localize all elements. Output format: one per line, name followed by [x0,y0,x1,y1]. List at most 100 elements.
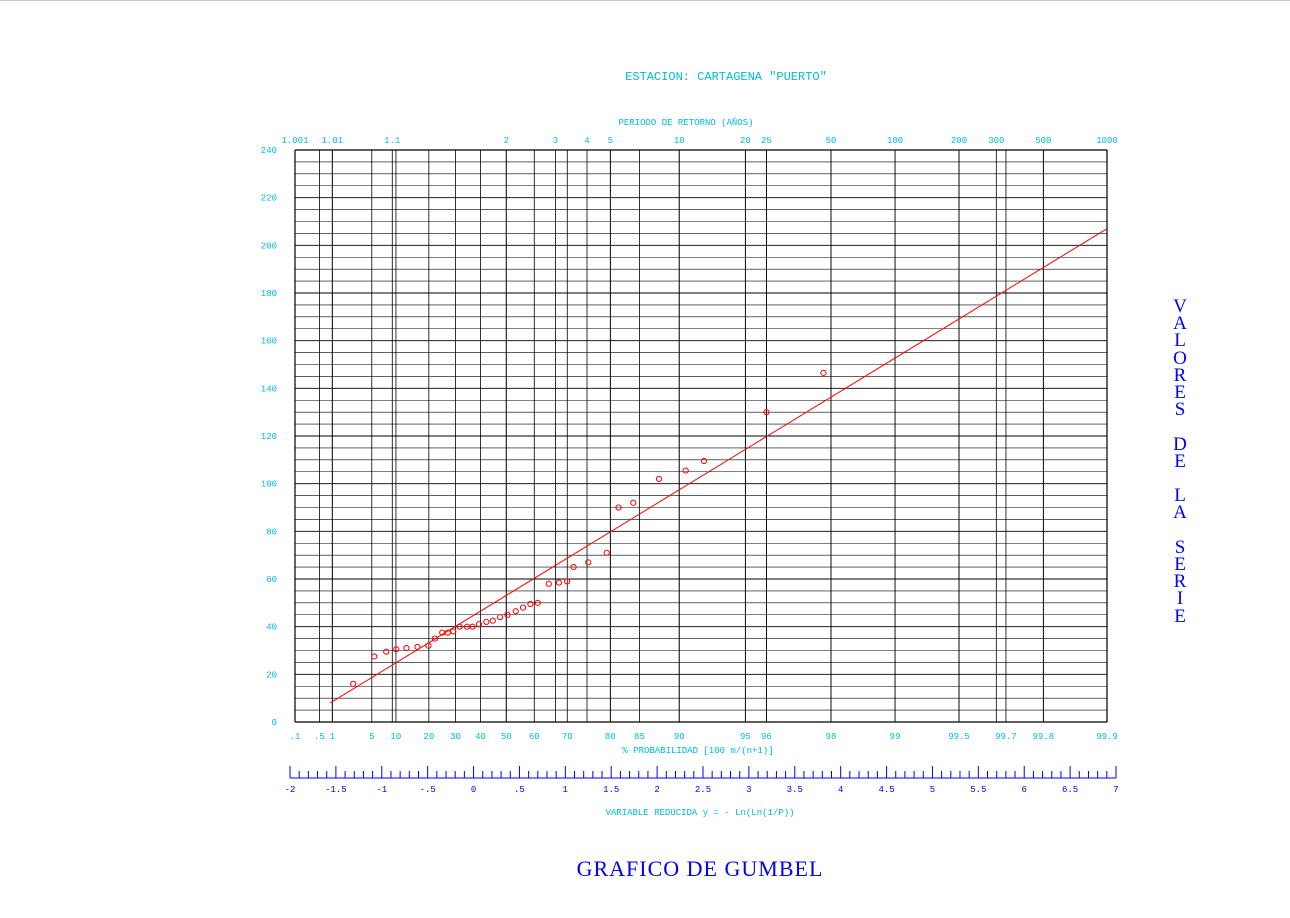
data-point [512,608,519,615]
data-point [483,618,490,626]
bottom-tick-label: 98 [826,732,837,742]
y-tick-label: 80 [266,527,277,537]
reduced-tick-label: 7 [1113,785,1118,795]
y-tick-label: 160 [261,337,277,347]
bottom-tick-label: 99.5 [948,732,970,742]
grid [294,149,1108,723]
data-point [383,648,390,655]
reduced-tick-label: 6.5 [1062,785,1078,795]
data-point [371,653,378,660]
reduced-tick-label: 5.5 [970,785,986,795]
y-tick-label: 220 [261,194,277,204]
bottom-tick-label: 85 [634,732,645,742]
bottom-tick-label: 90 [674,732,685,742]
data-point [564,578,571,585]
data-point [350,680,357,687]
top-tick-label: 200 [951,136,967,146]
y-axis-ticks: 0 20 40 60 80 100 120 140 160 180 200 220 240 [261,146,277,728]
data-point [444,629,451,636]
top-tick-label: 50 [826,136,837,146]
top-tick-label: 1.01 [321,136,343,146]
reduced-tick-label: 4 [838,785,843,795]
data-point [700,457,708,465]
y-axis-title: V A L O R E S D E L A S E R I E [1173,296,1187,627]
reduced-tick-label: .5 [514,785,525,795]
data-point [393,646,400,653]
y-tick-label: 40 [266,623,277,633]
reduced-tick-label: 6 [1022,785,1027,795]
bottom-tick-label: 99.8 [1033,732,1055,742]
y-tick-label: 100 [261,480,277,490]
data-point [527,600,534,608]
y-tick-label: 180 [261,289,277,299]
data-point [545,580,552,587]
y-tick-label: 140 [261,384,277,394]
data-point [469,623,476,630]
reduced-tick-label: 0 [471,785,476,795]
fit-line [329,228,1108,704]
bottom-tick-label: 99 [890,732,901,742]
data-point [655,475,663,482]
top-tick-label: 1000 [1096,136,1118,146]
data-point [603,549,610,556]
y-tick-label: 20 [266,670,277,680]
data-point [555,579,563,586]
data-point [489,617,496,624]
bottom-tick-label: 5 [369,732,374,742]
bottom-axis-label: % PROBABILIDAD [100 m/(n+1)] [622,746,773,756]
top-tick-label: 20 [740,136,751,146]
data-point [534,599,541,606]
data-point [615,504,622,511]
data-point [425,642,432,649]
reduced-axis-label: VARIABLE REDUCIDA y = - Ln(Ln(1/P)) [605,808,794,818]
bottom-tick-label: 1 [330,732,335,742]
top-axis-label: PERIODO DE RETORNO (AÑOS) [618,117,753,128]
chart-title: ESTACION: CARTAGENA "PUERTO" [625,70,827,84]
y-tick-label: 200 [261,241,277,251]
bottom-tick-label: 99.7 [995,732,1017,742]
data-point [682,467,689,474]
bottom-tick-label: 99.9 [1096,732,1118,742]
y-tick-label: 120 [261,432,277,442]
data-point [403,645,410,652]
reduced-tick-label: -1.5 [325,785,347,795]
top-tick-label: 10 [674,136,685,146]
reduced-tick-label: 4.5 [878,785,894,795]
data-point [456,623,463,630]
top-tick-label: 2 [504,136,509,146]
bottom-tick-label: 60 [529,732,540,742]
bottom-tick-label: 40 [475,732,486,742]
reduced-tick-label: -1 [376,785,387,795]
data-point [630,499,637,506]
data-point [504,611,511,618]
data-point [431,635,438,642]
top-tick-label: 5 [608,136,613,146]
bottom-tick-label: 50 [501,732,512,742]
y-tick-label: 240 [261,146,277,156]
bottom-tick-label: .5 [314,732,325,742]
data-point [497,614,504,621]
top-tick-label: 3 [553,136,558,146]
reduced-tick-label: 3 [746,785,751,795]
y-tick-label: 0 [272,718,277,728]
y-tick-label: 60 [266,575,277,585]
reduced-tick-label: 2.5 [695,785,711,795]
bottom-tick-label: 20 [423,732,434,742]
bottom-tick-label: 96 [761,732,772,742]
reduced-tick-label: 3.5 [787,785,803,795]
top-tick-label: 1.001 [281,136,308,146]
top-tick-label: 4 [584,136,589,146]
bottom-axis-ticks: .1 .5 1 5 10 20 30 40 50 60 70 80 85 90 95 96 98 99 99.5 99… [290,732,1118,742]
data-point [820,369,827,376]
reduced-variable-scale: -2 -1.5 -1 -.5 0 .5 1 1.5 2 2.5 3 3.5 4 4.5 5 5.5 6 6.5 7 [285,766,1119,795]
bottom-tick-label: 95 [740,732,751,742]
bottom-title: GRAFICO DE GUMBEL [576,856,824,881]
reduced-tick-label: -2 [285,785,296,795]
bottom-tick-label: 80 [605,732,616,742]
data-point [450,628,457,635]
reduced-tick-label: -.5 [420,785,436,795]
reduced-tick-label: 5 [930,785,935,795]
bottom-tick-label: 30 [450,732,461,742]
